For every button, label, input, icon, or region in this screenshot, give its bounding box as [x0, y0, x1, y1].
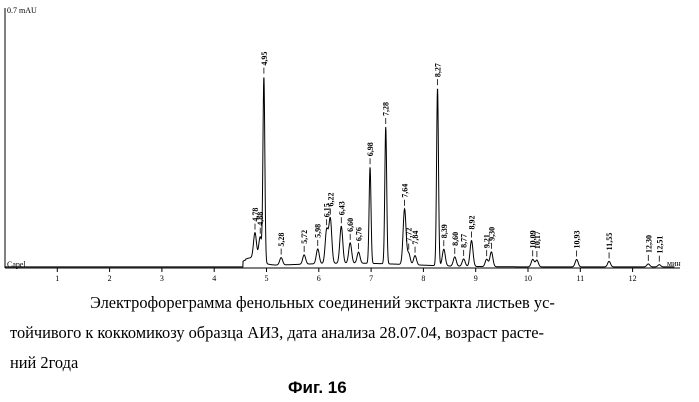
caption-line-2: тойчивого к коккомикозу образца АИЗ, дат… [10, 323, 545, 342]
x-tick-label: 4 [212, 274, 216, 283]
x-tick-label: 7 [369, 274, 373, 283]
peak-label: 4,95 [260, 52, 269, 74]
y-axis-label: 0.7 mAU [7, 6, 37, 15]
peak-label: 7,64 [401, 184, 410, 206]
peak-label: 6,60 [346, 218, 355, 240]
peak-label: 5,28 [277, 233, 286, 255]
peak-label: 12,51 [655, 236, 664, 262]
x-tick-label: 5 [265, 274, 269, 283]
x-tick-label: 6 [317, 274, 321, 283]
peak-label-text: 4,88 [256, 212, 265, 226]
peak-label-text: 8,27 [434, 63, 443, 77]
peak-label: 5,98 [314, 224, 323, 246]
peak-label-text: 12,51 [655, 236, 664, 254]
x-tick-label: 12 [629, 274, 637, 283]
peak-label: 5,72 [300, 230, 309, 252]
peak-label: 6,15 [323, 203, 332, 226]
x-tick-label: 8 [421, 274, 425, 283]
peak-label-text: 7,28 [382, 102, 391, 116]
peak-label: 8,60 [451, 232, 460, 254]
peak-label: 7,28 [382, 102, 391, 124]
peak-label: 7,72 [405, 228, 414, 250]
peak-label: 8,39 [440, 224, 449, 247]
signal-trace [5, 77, 675, 268]
x-axis-unit: мин [667, 259, 681, 268]
peak-label-text: 5,28 [277, 233, 286, 247]
peak-label: 6,43 [337, 201, 346, 224]
x-tick-label: 10 [524, 274, 532, 283]
peak-label-text: 10,09 [529, 230, 538, 248]
peak-label: 4,78 [251, 208, 260, 230]
figure-label: Фиг. 16 [288, 378, 347, 397]
peak-label: 7,84 [411, 231, 420, 253]
peak-label: 8,92 [468, 216, 477, 238]
peak-label-text: 5,72 [300, 230, 309, 244]
peak-label: 8,77 [460, 234, 469, 256]
peak-label: 6,22 [326, 193, 335, 215]
peak-label: 6,76 [355, 227, 364, 250]
peak-label-text: 6,22 [326, 193, 335, 207]
peak-label: 4,88 [256, 212, 265, 234]
peak-label-text: 6,43 [337, 201, 346, 215]
x-tick-label: 11 [576, 274, 584, 283]
peak-labels: 4,784,88 4,95 5,28 5,72 5,986,156,226,436,60… [251, 52, 664, 262]
peak-label-text: 9,21 [483, 234, 492, 248]
peak-label-text: 4,78 [251, 208, 260, 222]
peak-label: 6,98 [366, 142, 375, 165]
x-tick-label: 9 [474, 274, 478, 283]
peak-label: 9,30 [487, 227, 496, 249]
peak-label: 8,27 [434, 63, 443, 86]
x-tick-label: 2 [108, 274, 112, 283]
caption-line-1: Электрофореграмма фенольных соединений э… [90, 293, 555, 312]
peak-label: 12,30 [644, 235, 653, 261]
peak-label-text: 6,60 [346, 218, 355, 232]
peak-label-text: 4,95 [260, 52, 269, 66]
x-tick-label: 3 [160, 274, 164, 283]
caption-line-3: ний 2года [10, 353, 79, 372]
x-tick-label: 1 [55, 274, 59, 283]
peak-label: 11,55 [605, 233, 614, 259]
peak-label: 9,21 [483, 234, 492, 257]
peak-label-text: 7,64 [401, 184, 410, 198]
peak-label-text: 8,60 [451, 232, 460, 246]
peak-label-text: 10,17 [533, 231, 542, 249]
peak-label-text: 9,30 [487, 227, 496, 241]
peak-label-text: 6,76 [355, 227, 364, 241]
peak-label: 10,17 [533, 231, 542, 258]
peak-label: 10,93 [573, 230, 582, 257]
peak-label-text: 5,98 [314, 224, 323, 238]
peak-label-text: 11,55 [605, 233, 614, 251]
peak-label-text: 6,98 [366, 142, 375, 156]
peak-label-text: 10,93 [573, 230, 582, 248]
x-ticks: 1 2 3 4 5 6 7 8 9 10 11 12 [55, 268, 637, 283]
peak-label-text: 7,84 [411, 231, 420, 245]
peak-label-text: 8,39 [440, 224, 449, 238]
peak-label-text: 8,77 [460, 234, 469, 248]
peak-label-text: 8,92 [468, 216, 477, 230]
figure-caption: Электрофореграмма фенольных соединений э… [10, 288, 690, 378]
peak-label-text: 6,15 [323, 203, 332, 217]
peak-label: 10,09 [529, 230, 538, 257]
baseline-label: Capel [7, 260, 26, 269]
peak-label-text: 7,72 [405, 228, 414, 242]
peak-label-text: 12,30 [644, 235, 653, 253]
electropherogram-chart: 0.7 mAU Capel мин 1 2 3 4 5 6 7 8 9 10 11 12 4,784,… [4, 6, 681, 283]
